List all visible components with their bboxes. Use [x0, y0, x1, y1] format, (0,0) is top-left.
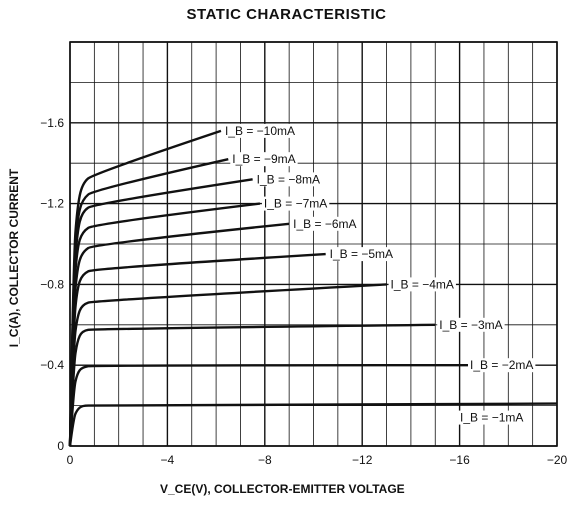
curve-ib-1 — [68, 402, 558, 447]
chart-title: STATIC CHARACTERISTIC — [186, 6, 387, 23]
curve-label-bg — [222, 123, 298, 138]
curve-ib-5 — [68, 252, 326, 447]
x-tick-label: −8 — [258, 453, 272, 467]
y-tick-label: −1.2 — [40, 197, 64, 211]
y-tick-label: −0.8 — [40, 277, 64, 291]
x-tick-label: −20 — [547, 453, 568, 467]
plot-frame — [69, 41, 558, 447]
curve-ib-10 — [68, 129, 222, 447]
y-tick-label: 0 — [57, 439, 64, 453]
curve-label-ib-9: I_B = −9mA — [232, 152, 295, 166]
y-tick-label: −1.6 — [40, 116, 64, 130]
curve-label-ib-5: I_B = −5mA — [330, 247, 393, 261]
curve-ib-2 — [68, 364, 472, 447]
curve-label-ib-4: I_B = −4mA — [391, 277, 454, 291]
ticks: 0 −4 −8 −12 −16 −20 0 −0.4 −0.8 −1.2 −1.6 — [40, 116, 567, 467]
curve-labels: I_B = −1mA I_B = −2mA I_B = −3mA I_B = −4mA… — [222, 123, 536, 425]
x-tick-label: −12 — [352, 453, 373, 467]
curves — [68, 129, 558, 447]
curve-label-bg — [388, 277, 456, 292]
curve-label-ib-2: I_B = −2mA — [470, 358, 533, 372]
curve-label-bg — [254, 172, 322, 187]
x-axis-label: V_CE(V), COLLECTOR-EMITTER VOLTAGE — [160, 482, 405, 496]
x-tick-label: −4 — [161, 453, 175, 467]
curve-label-bg — [230, 152, 298, 167]
grid — [69, 41, 558, 447]
curve-label-bg — [437, 317, 505, 332]
curve-label-ib-7: I_B = −7mA — [264, 197, 327, 211]
curve-ib-6 — [68, 222, 290, 447]
curve-label-ib-6: I_B = −6mA — [293, 217, 356, 231]
y-tick-label: −0.4 — [40, 358, 64, 372]
curve-label-bg — [291, 216, 359, 231]
curve-label-bg — [327, 247, 396, 262]
curve-label-ib-3: I_B = −3mA — [439, 318, 502, 332]
curve-label-ib-10: I_B = −10mA — [225, 124, 295, 138]
curve-label-bg — [458, 410, 526, 425]
curve-label-ib-1: I_B = −1mA — [460, 411, 523, 425]
curve-ib-3 — [68, 323, 436, 447]
x-tick-label: −16 — [449, 453, 470, 467]
curve-label-ib-8: I_B = −8mA — [257, 172, 320, 186]
curve-label-bg — [261, 196, 330, 211]
curve-label-bg — [468, 358, 536, 373]
x-tick-label: 0 — [67, 453, 74, 467]
